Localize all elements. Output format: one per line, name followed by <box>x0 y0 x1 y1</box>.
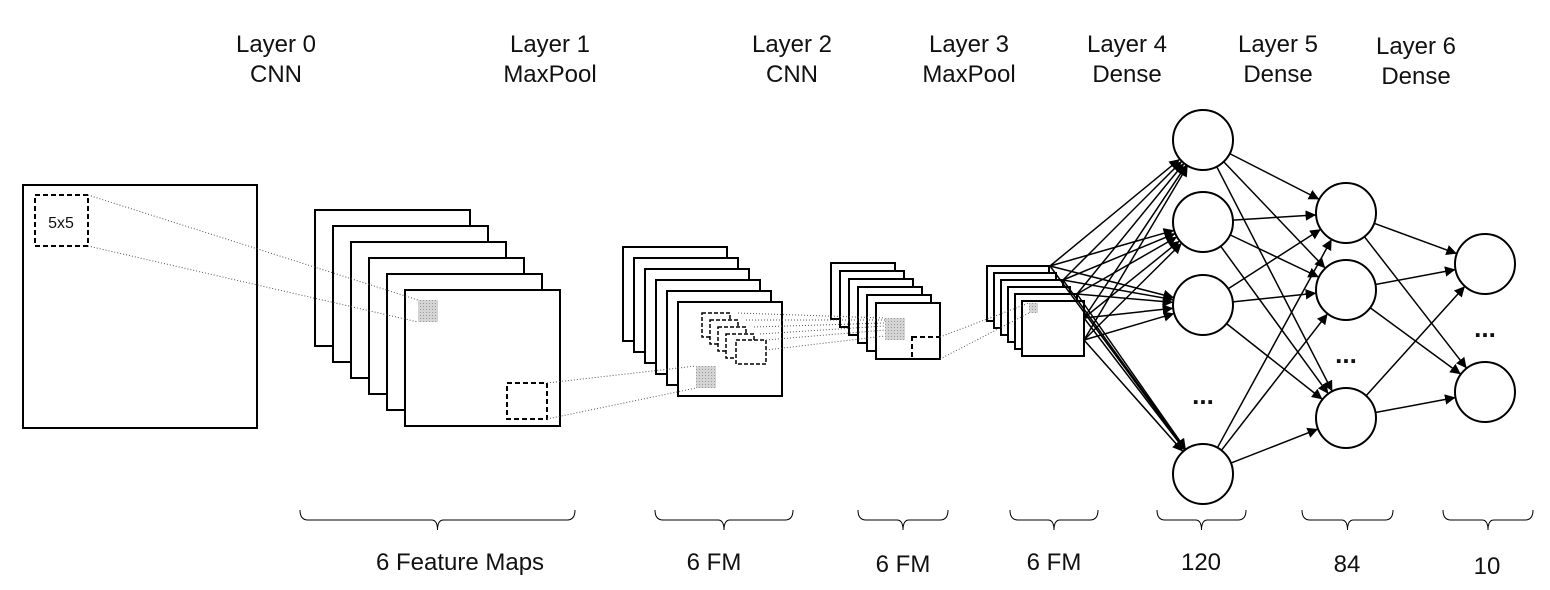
layer-6-type: Dense <box>1381 63 1450 90</box>
connection-arrow <box>1365 285 1466 397</box>
layer-2-title: Layer 2 <box>752 31 832 58</box>
connection-arrow <box>1220 245 1329 395</box>
layer-4-neuron <box>1172 109 1234 171</box>
brace <box>1156 509 1247 531</box>
layer-6-neuron <box>1454 361 1516 423</box>
layer-titles: Layer 0 CNN Layer 1 MaxPool Layer 2 CNN … <box>236 31 1456 90</box>
layer-5-neuron <box>1315 182 1377 244</box>
layer-3-type: MaxPool <box>922 61 1015 88</box>
layer-4-type: Dense <box>1092 61 1161 88</box>
layer-5-ellipsis: ... <box>1335 339 1357 369</box>
connection-arrow <box>1083 240 1181 319</box>
shaded-patch <box>418 300 438 322</box>
connection-arrow <box>1232 210 1317 221</box>
brace <box>654 509 794 531</box>
connection-arrow <box>1232 289 1317 303</box>
receptive-field-details <box>418 300 1038 420</box>
layer-6-title: Layer 6 <box>1376 33 1456 60</box>
brace <box>1301 509 1394 531</box>
connection-arrow <box>1076 162 1185 295</box>
connection-arrow <box>1363 236 1468 369</box>
layer-1-feature-map-stack <box>314 209 561 427</box>
layer-4-neuron <box>1172 274 1234 336</box>
layer-4-neuron <box>1172 191 1234 253</box>
projection-lines <box>87 194 1030 420</box>
connection-arrow <box>1049 228 1175 267</box>
connection-arrow <box>1083 242 1183 341</box>
brace <box>1442 509 1534 531</box>
shaded-patch <box>696 366 716 388</box>
layer-1-title: Layer 1 <box>510 31 590 58</box>
brace-label-layer-3: 6 FM <box>876 551 931 578</box>
size-braces <box>299 509 1534 531</box>
brace-label-layer-7: 10 <box>1474 553 1501 580</box>
pool-window <box>911 336 941 360</box>
layer-1-type: MaxPool <box>503 61 596 88</box>
brace-label-layer-6: 84 <box>1334 551 1361 578</box>
connection-arrow <box>1083 165 1189 341</box>
layer-6-ellipsis: ... <box>1474 313 1496 343</box>
connection-arrow <box>1049 158 1181 267</box>
dense-connections <box>1049 152 1468 464</box>
connection-arrow <box>1076 293 1187 450</box>
connection-arrow <box>1373 222 1458 255</box>
connection-arrow <box>1062 279 1174 304</box>
layer-3-title: Layer 3 <box>929 31 1009 58</box>
shaded-patch <box>1029 303 1038 313</box>
brace-label-layer-4: 6 FM <box>1027 549 1082 576</box>
connection-arrow <box>1049 265 1175 301</box>
layer-5-type: Dense <box>1243 61 1312 88</box>
brace <box>1009 509 1099 531</box>
connection-arrow <box>1076 236 1178 295</box>
layer-0-type: CNN <box>250 61 302 88</box>
connection-arrow <box>1216 238 1333 449</box>
connection-arrow <box>1062 279 1187 451</box>
connection-arrow <box>1083 317 1186 451</box>
connection-arrow <box>1375 394 1456 414</box>
connection-arrow <box>1083 339 1184 453</box>
layer-4-neuron <box>1172 443 1234 505</box>
brace-labels: 6 Feature Maps 6 FM 6 FM 6 FM 120 84 10 <box>376 549 1500 580</box>
connection-arrow <box>1230 427 1319 464</box>
input-image: 5x5 <box>22 184 258 429</box>
layer-4-feature-map-stack <box>986 265 1085 357</box>
connection-arrow <box>1062 232 1176 281</box>
layer-2-type: CNN <box>766 61 818 88</box>
connection-arrow <box>1223 161 1326 269</box>
layer-6-neuron <box>1454 233 1516 295</box>
connection-arrow <box>1216 166 1333 392</box>
dense-neurons <box>1172 109 1516 505</box>
connection-arrow <box>1083 304 1174 319</box>
brace-label-layer-1: 6 Feature Maps <box>376 549 544 576</box>
layer-5-neuron <box>1315 387 1377 449</box>
pool-window <box>506 382 548 420</box>
connection-arrow <box>1375 266 1456 286</box>
connection-arrow <box>1083 311 1175 341</box>
layer-0-title: Layer 0 <box>236 31 316 58</box>
brace <box>299 509 576 531</box>
layer-4-ellipsis: ... <box>1192 380 1214 410</box>
connection-arrow <box>1220 313 1329 451</box>
layer-3-feature-map-stack <box>830 262 941 360</box>
connection-arrow <box>1229 234 1320 278</box>
kernel-box <box>34 194 89 247</box>
layer-5-title: Layer 5 <box>1238 31 1318 58</box>
connection-arrow <box>1076 293 1174 307</box>
layer-4-title: Layer 4 <box>1087 31 1167 58</box>
shaded-patch <box>885 318 905 340</box>
kernel-label: 5x5 <box>48 215 74 232</box>
brace-label-layer-5: 120 <box>1181 549 1221 576</box>
brace <box>857 509 949 531</box>
connection-arrow <box>1229 152 1320 201</box>
connection-arrow <box>1227 228 1322 290</box>
layer-5-neuron <box>1315 259 1377 321</box>
connection-arrow <box>1226 323 1323 400</box>
brace-label-layer-2: 6 FM <box>687 549 742 576</box>
conv-window <box>735 339 767 365</box>
connection-arrow <box>1062 160 1183 281</box>
